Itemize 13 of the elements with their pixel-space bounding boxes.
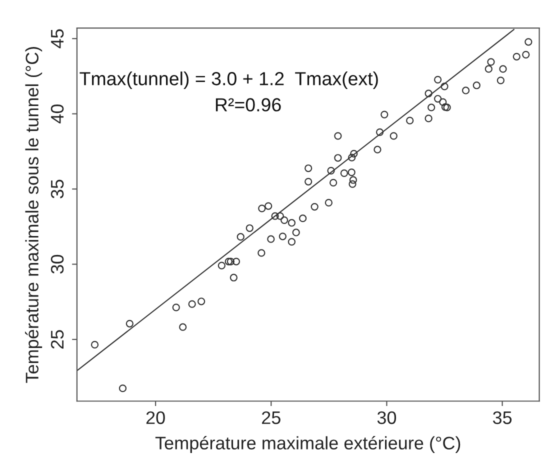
x-tick-label: 35 <box>492 411 512 424</box>
annotation: Tmax(tunnel) = 3.0 + 1.2 Tmax(ext) <box>80 72 378 90</box>
x-axis-title: Température maximale extérieure (°C) <box>155 436 460 454</box>
x-tick-label: 20 <box>146 411 165 424</box>
y-tick-label: 45 <box>51 29 64 48</box>
x-tick-label: 25 <box>262 411 280 424</box>
y-tick-label: 35 <box>50 180 64 198</box>
annotation: R²=0.96 <box>216 98 281 112</box>
y-tick-label: 30 <box>50 254 64 274</box>
y-tick-label: 40 <box>50 104 64 124</box>
y-axis-title: Température maximale sous le tunnel (°C) <box>25 47 42 383</box>
x-tick-label: 30 <box>377 411 396 424</box>
y-tick-label: 25 <box>50 330 64 349</box>
